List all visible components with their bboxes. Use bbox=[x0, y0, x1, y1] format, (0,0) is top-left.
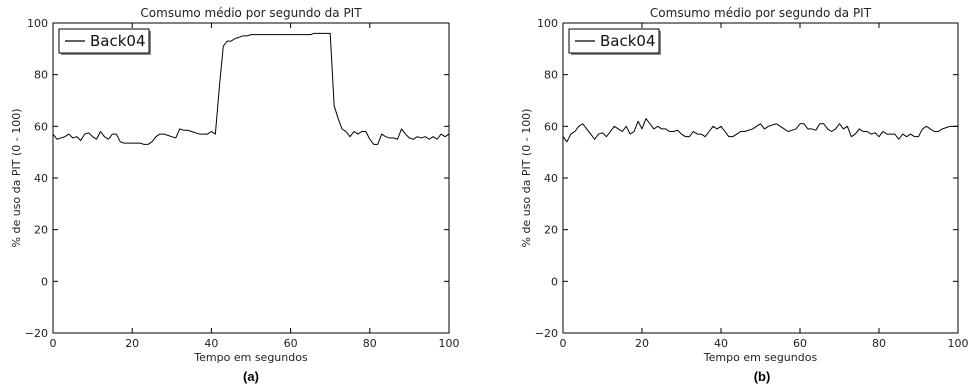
chart-a-y-tick-label: 60 bbox=[34, 120, 48, 133]
chart-a-title: Comsumo médio por segundo da PIT bbox=[140, 6, 362, 20]
chart-a-x-tick-label: 100 bbox=[439, 337, 460, 350]
chart-b-x-axis-label: Tempo em segundos bbox=[703, 351, 818, 364]
chart-a-y-tick-label: 0 bbox=[41, 275, 48, 288]
chart-b-y-tick-label: 20 bbox=[544, 224, 558, 237]
chart-a-legend-label: Back04 bbox=[90, 32, 146, 50]
chart-b-y-tick-label: 100 bbox=[537, 17, 558, 30]
chart-a-x-tick-label: 80 bbox=[363, 337, 377, 350]
chart-a-x-tick-label: 0 bbox=[50, 337, 57, 350]
chart-a-y-tick-label: 80 bbox=[34, 69, 48, 82]
chart-a-x-tick-label: 40 bbox=[204, 337, 218, 350]
chart-b-y-tick-label: −20 bbox=[535, 327, 558, 340]
chart-b-x-tick-label: 60 bbox=[793, 337, 807, 350]
chart-b-x-tick-label: 40 bbox=[714, 337, 728, 350]
chart-a-y-tick-label: 20 bbox=[34, 224, 48, 237]
chart-a-series-line bbox=[52, 32, 450, 145]
chart-b-series-line bbox=[562, 118, 958, 143]
chart-b-x-tick-label: 100 bbox=[948, 337, 969, 350]
chart-b-caption: (b) bbox=[754, 369, 771, 384]
chart-b-title: Comsumo médio por segundo da PIT bbox=[650, 6, 872, 20]
chart-a-y-axis-label: % de uso da PIT (0 - 100) bbox=[10, 109, 23, 248]
chart-b-y-tick-label: 40 bbox=[544, 172, 558, 185]
chart-b-y-tick-label: 0 bbox=[551, 275, 558, 288]
chart-a-caption: (a) bbox=[243, 369, 259, 384]
chart-a-y-tick-label: 40 bbox=[34, 172, 48, 185]
chart-a-x-axis-label: Tempo em segundos bbox=[193, 351, 308, 364]
chart-b-x-tick-label: 20 bbox=[635, 337, 649, 350]
chart-b-x-tick-label: 0 bbox=[560, 337, 567, 350]
chart-b-y-tick-label: 60 bbox=[544, 120, 558, 133]
chart-a-x-tick-label: 20 bbox=[125, 337, 139, 350]
chart-a-plot-frame bbox=[52, 22, 450, 334]
chart-b-y-tick-label: 80 bbox=[544, 69, 558, 82]
chart-a-x-tick-label: 60 bbox=[284, 337, 298, 350]
chart-b-y-axis-label: % de uso da PIT (0 - 100) bbox=[520, 109, 533, 248]
chart-b-x-tick-label: 80 bbox=[872, 337, 886, 350]
chart-a-y-tick-label: −20 bbox=[25, 327, 48, 340]
chart-b-plot-frame bbox=[562, 22, 959, 334]
chart-a-y-tick-label: 100 bbox=[27, 17, 48, 30]
chart-b-legend-label: Back04 bbox=[600, 32, 656, 50]
